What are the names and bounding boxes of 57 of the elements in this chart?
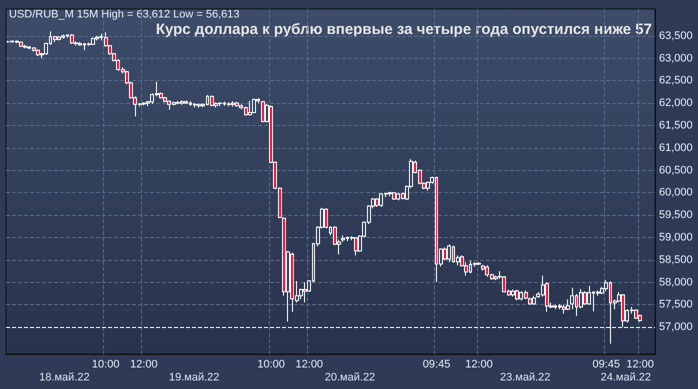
y-tick-label: 62,500	[659, 74, 693, 87]
candlestick	[231, 100, 235, 108]
y-tick-label: 60,000	[659, 186, 693, 199]
candlestick	[193, 102, 197, 108]
x-tick-label: 10:00	[257, 358, 285, 370]
text: 20.май.22	[324, 372, 376, 384]
text: 24.май.22	[600, 372, 652, 384]
candlestick	[634, 308, 638, 320]
candlestick	[57, 35, 61, 41]
y-tick-label: 58,000	[659, 276, 693, 288]
x-tick-label: 12:00	[626, 358, 654, 370]
candlestick	[621, 293, 625, 328]
candlestick	[354, 236, 358, 256]
x-tick-label: 09:45	[592, 358, 620, 370]
candlestick	[36, 48, 40, 57]
candlestick	[515, 289, 519, 301]
candlestick	[180, 100, 184, 106]
candlestick	[218, 102, 222, 107]
y-tick-label: 60,500	[659, 164, 693, 176]
text: 18.май.22	[39, 372, 90, 384]
y-tick-label: 63,500	[659, 30, 693, 42]
y-tick-label: 61,000	[659, 142, 693, 154]
y-tick-label: 62,000	[659, 97, 693, 110]
candlestick	[303, 282, 307, 303]
candlestick	[210, 94, 214, 107]
text: 23.май.22	[500, 372, 550, 384]
candlestick	[19, 41, 23, 48]
text: 19.май.22	[169, 372, 220, 384]
candlestick	[91, 37, 95, 46]
x-tick-label: 12:00	[465, 358, 493, 370]
x-tick-label: 12:00	[296, 358, 324, 370]
y-tick-label: 58,500	[659, 254, 693, 266]
y-tick-label: 63,000	[659, 52, 693, 64]
candlestick	[566, 298, 570, 311]
candlestick	[235, 101, 239, 108]
x-tick-label: 10:00	[92, 358, 120, 370]
y-tick-label: 61,500	[659, 119, 693, 132]
candlestick	[70, 34, 74, 44]
candlestick	[95, 35, 99, 41]
candlestick	[494, 275, 498, 281]
candlestick	[388, 191, 392, 197]
chart-subtitle: USD/RUB_M 15M High = 63,612 Low = 56,613	[9, 8, 240, 20]
candlestick	[252, 98, 256, 114]
candlestick	[511, 288, 515, 298]
y-tick-label: 57,500	[659, 298, 693, 311]
candlestick	[53, 35, 57, 43]
y-tick-label: 59,000	[659, 232, 693, 244]
candlestick	[392, 192, 396, 200]
candlestick	[142, 102, 146, 106]
candlestick	[248, 100, 252, 116]
y-tick-label: 57,000	[659, 321, 693, 334]
x-tick-label: 09:45	[422, 358, 450, 370]
x-tick-label: 12:00	[130, 358, 158, 370]
candlestick	[532, 295, 536, 306]
candlestick	[447, 244, 451, 263]
y-tick-label: 59,500	[659, 209, 693, 222]
candlestick	[61, 34, 65, 40]
